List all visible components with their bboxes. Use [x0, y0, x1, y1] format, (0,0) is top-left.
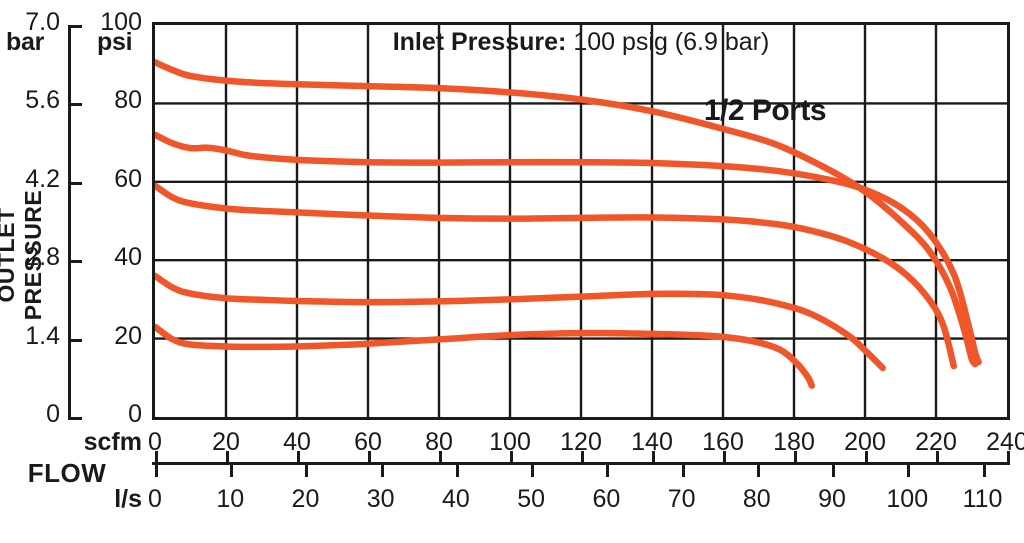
scfm-tick-mark — [297, 451, 300, 462]
bar-axis-bracket — [68, 25, 85, 417]
bar-tick-label: 4.2 — [25, 164, 60, 193]
x-axis-area: scfm l/s FLOW 0 20 40 60 80 100 120 140 160 180 20… — [0, 420, 1024, 543]
flow-curve — [155, 58, 979, 368]
bar-tick-label: 2.8 — [25, 243, 60, 272]
bar-tick-mark — [68, 338, 82, 342]
ls-tick-mark — [832, 465, 836, 477]
bar-tick-label: 5.6 — [25, 86, 60, 115]
scfm-tick-label: 80 — [425, 428, 453, 456]
ls-tick-mark — [305, 465, 309, 477]
ls-tick-label: 100 — [886, 485, 929, 513]
ls-tick-label: 30 — [366, 485, 395, 513]
flow-curve — [155, 323, 815, 389]
chart-title-bold: Inlet Pressure: — [392, 28, 567, 56]
flow-curve — [155, 272, 886, 372]
ls-tick-mark — [681, 465, 685, 477]
scfm-tick-mark — [226, 451, 229, 462]
ls-tick-mark — [531, 465, 535, 477]
ls-tick-label: 110 — [962, 485, 1003, 513]
scfm-unit-label: scfm — [83, 428, 142, 456]
ports-annotation: 1/2 Ports — [703, 94, 827, 127]
x-axis-title: FLOW — [27, 458, 107, 488]
scfm-tick-mark — [155, 451, 158, 462]
scfm-tick-label: 100 — [489, 428, 531, 456]
scfm-tick-mark — [794, 451, 797, 462]
plot-area — [152, 22, 1010, 420]
psi-tick-label: 80 — [114, 86, 142, 115]
psi-unit-label: psi — [97, 28, 133, 56]
scfm-tick-mark — [439, 451, 442, 462]
ls-tick-label: 40 — [442, 485, 470, 513]
curve-group — [155, 58, 982, 389]
scfm-tick-mark — [581, 451, 584, 462]
ls-tick-label: 80 — [742, 485, 771, 513]
ls-unit-label: l/s — [114, 485, 142, 513]
flow-curve — [155, 131, 982, 366]
psi-tick-label: 100 — [100, 8, 142, 36]
bar-tick-mark — [68, 25, 82, 28]
ls-tick-label: 60 — [592, 485, 621, 513]
bar-tick-mark — [68, 181, 82, 185]
y-axis-title: OUTLET PRESSURE — [0, 189, 46, 321]
flow-curve — [155, 182, 957, 370]
ls-tick-mark — [455, 465, 459, 477]
ls-tick-label: 0 — [148, 485, 162, 513]
ls-tick-label: 90 — [818, 485, 846, 513]
scfm-tick-label: 220 — [915, 428, 957, 456]
scfm-tick-mark — [1007, 451, 1010, 462]
scfm-tick-label: 40 — [283, 428, 311, 456]
bar-tick-label: 0 — [46, 400, 60, 428]
scfm-tick-mark — [652, 451, 655, 462]
ls-tick-label: 50 — [517, 485, 546, 513]
ls-tick-mark — [907, 465, 911, 477]
ls-tick-mark — [230, 465, 234, 477]
chart-title: Inlet Pressure: 100 psig (6.9 bar) — [152, 28, 1010, 57]
psi-tick-label: 40 — [114, 243, 142, 272]
x-axis-line — [152, 462, 1010, 465]
scfm-tick-label: 160 — [702, 428, 744, 456]
ls-tick-mark — [155, 465, 158, 477]
scfm-tick-label: 200 — [844, 428, 886, 456]
chart-title-rest: 100 psig (6.9 bar) — [566, 28, 770, 56]
scfm-tick-mark — [368, 451, 371, 462]
ls-tick-mark — [380, 465, 384, 477]
scfm-tick-label: 0 — [148, 428, 162, 456]
bar-tick-label: 7.0 — [25, 8, 60, 36]
scfm-tick-mark — [510, 451, 513, 462]
scfm-tick-label: 180 — [773, 428, 815, 456]
scfm-tick-mark — [723, 451, 726, 462]
psi-tick-label: 20 — [114, 321, 142, 350]
ls-tick-label: 10 — [216, 485, 245, 513]
scfm-tick-label: 20 — [212, 428, 240, 456]
psi-tick-label: 0 — [128, 400, 142, 428]
ls-tick-mark — [606, 465, 610, 477]
scfm-tick-label: 60 — [354, 428, 382, 456]
ls-tick-label: 20 — [291, 485, 320, 513]
scfm-tick-label: 240 — [986, 428, 1024, 456]
bar-tick-mark — [68, 103, 82, 107]
bar-tick-mark — [68, 260, 82, 264]
ls-tick-label: 70 — [667, 485, 696, 513]
bar-tick-mark — [68, 417, 82, 420]
scfm-tick-label: 120 — [560, 428, 602, 456]
psi-tick-label: 60 — [114, 164, 142, 193]
bar-tick-label: 1.4 — [25, 321, 60, 350]
scfm-tick-mark — [865, 451, 868, 462]
ls-tick-mark — [982, 465, 986, 477]
ls-tick-mark — [756, 465, 760, 477]
bar-unit-label: bar — [6, 28, 45, 56]
plot-svg — [155, 25, 1007, 417]
scfm-tick-label: 140 — [631, 428, 673, 456]
scfm-tick-mark — [936, 451, 939, 462]
